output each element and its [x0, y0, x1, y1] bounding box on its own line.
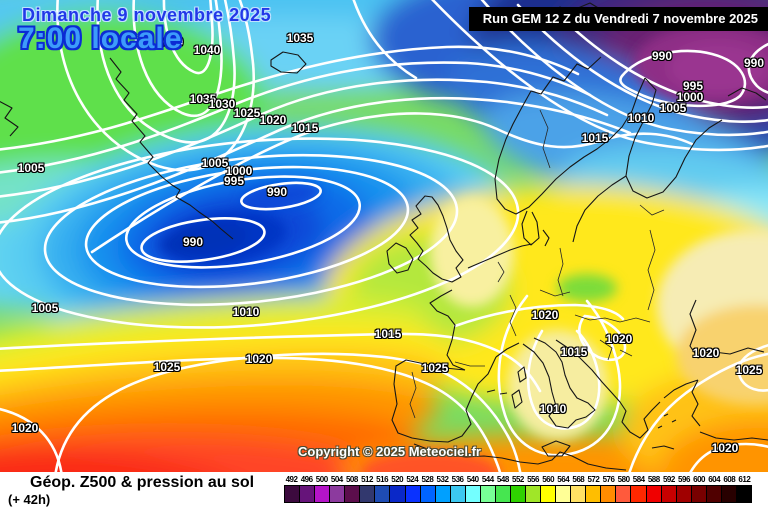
- legend-color-box: [661, 485, 677, 503]
- legend-color-box: [571, 485, 587, 503]
- legend-color-box: [420, 485, 436, 503]
- country-borders: [409, 109, 665, 419]
- weather-map: 1040 1040 1035 1035 1030 1025 1020 1015 1005 1005…: [0, 0, 768, 472]
- legend-tick-label: 576: [602, 475, 615, 484]
- legend-color-box: [691, 485, 707, 503]
- legend-tick-label: 572: [587, 475, 600, 484]
- legend-tick-label: 584: [632, 475, 645, 484]
- legend-tick-label: 512: [361, 475, 373, 484]
- legend-tick-label: 544: [481, 475, 494, 484]
- legend-tick-label: 532: [436, 475, 449, 484]
- legend-color-box: [315, 485, 331, 503]
- legend-color-box: [601, 485, 617, 503]
- legend-tick-label: 560: [542, 475, 555, 484]
- legend-color-box: [631, 485, 647, 503]
- legend-color-box: [495, 485, 511, 503]
- legend-tick-label: 504: [330, 475, 343, 484]
- legend-color-box: [450, 485, 466, 503]
- legend-tick-label: 580: [617, 475, 630, 484]
- legend-tick-label: 500: [315, 475, 328, 484]
- legend-ticks: 492 496 500 504 508 512 516 520 524 528 532 536 540 5…: [284, 475, 752, 484]
- legend-color-box: [736, 485, 752, 503]
- legend-tick-label: 608: [723, 475, 736, 484]
- legend-tick-label: 552: [512, 475, 524, 484]
- legend-bar: Géop. Z500 & pression au sol (+ 42h) 492…: [0, 472, 768, 512]
- legend-colors: [284, 485, 752, 503]
- legend-tick-label: 524: [406, 475, 419, 484]
- forecast-offset: (+ 42h): [8, 492, 51, 507]
- legend-tick-label: 592: [662, 475, 675, 484]
- legend-tick-label: 564: [557, 475, 570, 484]
- legend-color-box: [556, 485, 572, 503]
- legend-color-box: [405, 485, 421, 503]
- legend-tick-label: 556: [527, 475, 539, 484]
- valid-time-text: 7:00 locale: [18, 22, 183, 55]
- legend-tick-label: 612: [738, 475, 751, 484]
- legend-tick-label: 596: [678, 475, 690, 484]
- legend-color-box: [646, 485, 662, 503]
- map-title: Géop. Z500 & pression au sol: [30, 474, 255, 491]
- legend-tick-label: 540: [466, 475, 479, 484]
- model-run-info: Run GEM 12 Z du Vendredi 7 novembre 2025: [468, 7, 768, 31]
- legend-color-box: [510, 485, 526, 503]
- legend-color-box: [390, 485, 406, 503]
- legend-color-box: [284, 485, 301, 503]
- weather-map-canvas: [0, 0, 768, 472]
- legend-color-box: [616, 485, 632, 503]
- legend-tick-label: 604: [708, 475, 721, 484]
- coastlines: [0, 2, 768, 471]
- legend-color-box: [586, 485, 602, 503]
- legend-color-box: [300, 485, 316, 503]
- legend-tick-label: 492: [285, 475, 298, 484]
- legend-tick-label: 496: [300, 475, 313, 484]
- legend-color-box: [526, 485, 542, 503]
- legend-color-box: [435, 485, 451, 503]
- legend-tick-label: 516: [376, 475, 389, 484]
- legend-tick-label: 528: [421, 475, 434, 484]
- legend-tick-label: 588: [647, 475, 660, 484]
- legend-color-box: [465, 485, 481, 503]
- legend-color-box: [330, 485, 346, 503]
- legend-color-box: [541, 485, 557, 503]
- copyright-text: Copyright © 2025 Meteociel.fr: [298, 444, 481, 459]
- legend-color-box: [706, 485, 722, 503]
- legend-color-box: [360, 485, 376, 503]
- legend-color-box: [676, 485, 692, 503]
- legend-tick-label: 536: [451, 475, 464, 484]
- legend-tick-label: 600: [693, 475, 705, 484]
- legend-tick-label: 568: [572, 475, 585, 484]
- legend-color-box: [345, 485, 361, 503]
- isobar-contour-lines: [0, 0, 768, 472]
- legend-tick-label: 548: [496, 475, 509, 484]
- legend-tick-label: 508: [345, 475, 358, 484]
- valid-date-text: Dimanche 9 novembre 2025: [22, 5, 272, 25]
- legend-color-box: [480, 485, 496, 503]
- legend-color-box: [721, 485, 737, 503]
- legend-tick-label: 520: [391, 475, 404, 484]
- legend-color-box: [375, 485, 391, 503]
